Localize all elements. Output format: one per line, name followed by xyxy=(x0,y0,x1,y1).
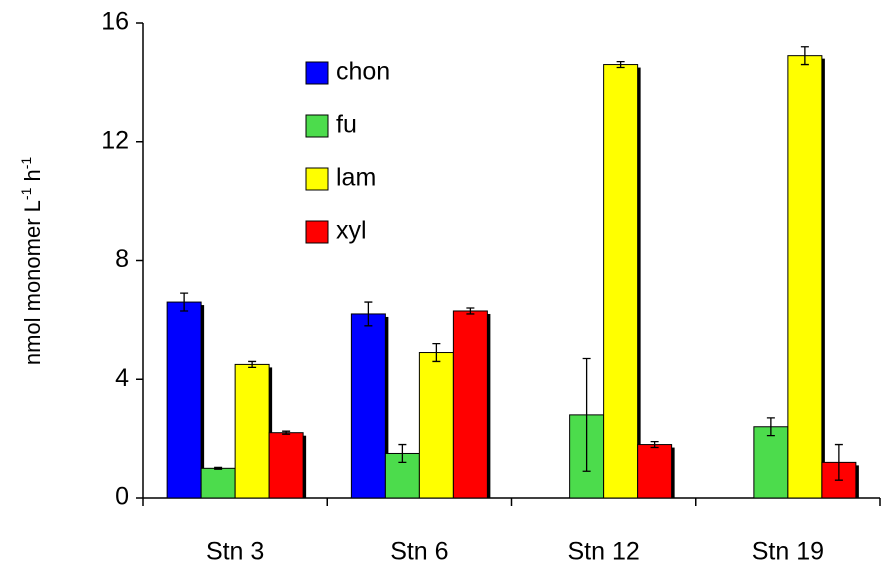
error-bar xyxy=(398,443,407,464)
error-bar xyxy=(432,342,441,363)
x-tick-label: Stn 19 xyxy=(752,538,824,566)
bar xyxy=(418,352,454,499)
y-tick-label: 16 xyxy=(101,8,129,36)
x-tick-label: Stn 6 xyxy=(390,538,448,566)
y-tick-label: 4 xyxy=(115,364,129,392)
error-bar xyxy=(582,357,591,472)
legend-label: lam xyxy=(336,164,376,192)
error-bar xyxy=(766,417,775,437)
error-bar xyxy=(650,440,659,449)
error-bar xyxy=(248,360,257,369)
legend-swatch xyxy=(305,61,329,85)
x-tick-label: Stn 12 xyxy=(567,538,639,566)
error-bar xyxy=(214,466,223,470)
error-bar xyxy=(180,292,189,312)
bar xyxy=(350,313,386,499)
error-bar xyxy=(834,443,843,481)
bar xyxy=(268,432,304,499)
y-tick-label: 12 xyxy=(101,126,129,154)
y-tick-label: 8 xyxy=(115,245,129,273)
legend-swatch xyxy=(305,220,329,244)
error-bar xyxy=(800,46,809,66)
y-label-text: h xyxy=(20,169,45,187)
bar xyxy=(234,363,270,499)
legend-swatch xyxy=(305,167,329,191)
y-axis-label: nmol monomer L-1 h-1 xyxy=(18,157,45,366)
y-label-sup: -1 xyxy=(18,157,34,170)
y-tick-label: 0 xyxy=(115,483,129,511)
bar xyxy=(603,64,639,499)
bar xyxy=(753,426,789,499)
error-bar xyxy=(364,301,373,327)
bar xyxy=(166,301,202,499)
x-tick-label: Stn 3 xyxy=(206,538,264,566)
legend-label: chon xyxy=(336,58,390,86)
bar xyxy=(200,467,236,499)
y-label-sup: -1 xyxy=(18,187,34,200)
error-bar xyxy=(616,60,625,69)
legend-label: xyl xyxy=(336,217,367,245)
bar xyxy=(637,444,673,499)
legend-swatch xyxy=(305,114,329,138)
error-bar xyxy=(466,307,475,315)
y-label-text: nmol monomer L xyxy=(20,200,45,365)
error-bar xyxy=(282,430,291,435)
bar xyxy=(787,55,823,499)
bar xyxy=(452,310,488,499)
legend-label: fu xyxy=(336,111,357,139)
